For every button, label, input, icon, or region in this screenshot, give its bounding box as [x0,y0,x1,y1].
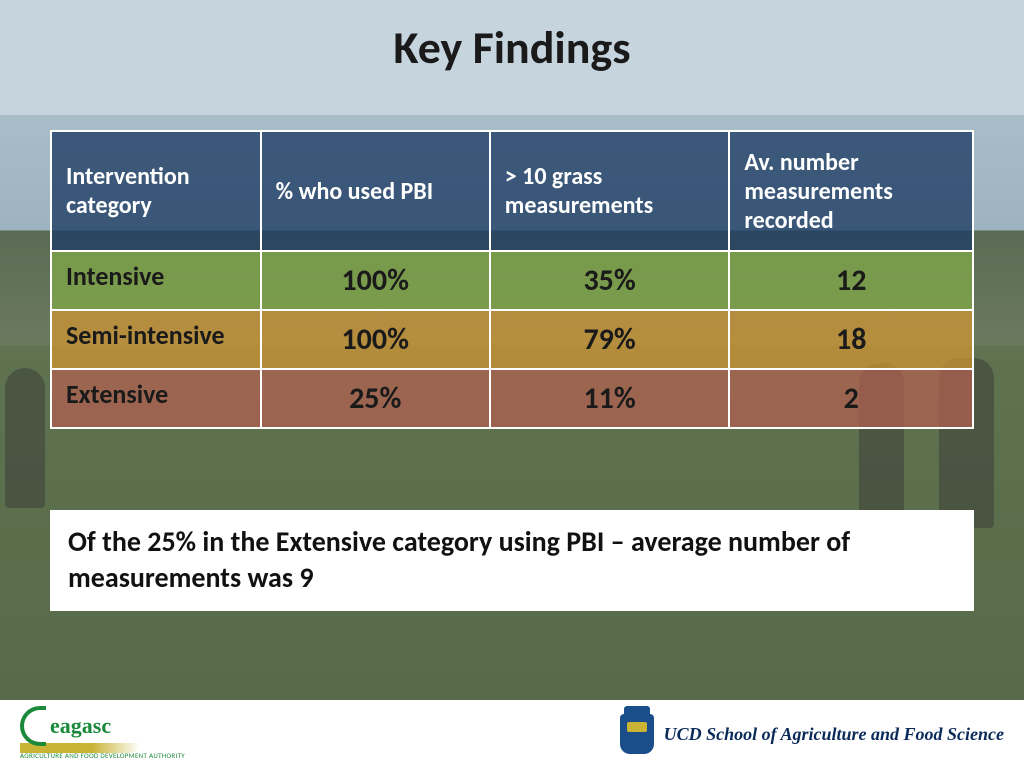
row-label: Intensive [51,251,261,310]
teagasc-arc-icon [20,706,46,746]
ucd-text: UCD School of Agriculture and Food Scien… [664,724,1004,745]
table-row: Intensive 100% 35% 12 [51,251,973,310]
slide: Key Findings Intervention category % who… [0,0,1024,768]
ucd-logo: UCD School of Agriculture and Food Scien… [620,714,1004,754]
teagasc-subtitle: AGRICULTURE AND FOOD DEVELOPMENT AUTHORI… [20,751,185,760]
row-label: Extensive [51,369,261,428]
teagasc-logo: eagasc AGRICULTURE AND FOOD DEVELOPMENT … [20,706,185,760]
cell-gt10: 35% [490,251,730,310]
bg-figure [5,368,45,508]
cell-gt10: 11% [490,369,730,428]
cell-pbi: 100% [261,251,490,310]
cell-pbi: 100% [261,310,490,369]
table-row: Extensive 25% 11% 2 [51,369,973,428]
col-header: % who used PBI [261,131,490,251]
table-header-row: Intervention category % who used PBI > 1… [51,131,973,251]
cell-gt10: 79% [490,310,730,369]
row-label: Semi-intensive [51,310,261,369]
cell-avg: 18 [729,310,973,369]
cell-pbi: 25% [261,369,490,428]
col-header: Intervention category [51,131,261,251]
teagasc-name: eagasc [50,713,111,739]
cell-avg: 2 [729,369,973,428]
ucd-shield-icon [620,714,654,754]
findings-table: Intervention category % who used PBI > 1… [50,130,974,429]
col-header: > 10 grass measurements [490,131,730,251]
table-row: Semi-intensive 100% 79% 18 [51,310,973,369]
slide-title: Key Findings [0,20,1024,76]
footer-bar: eagasc AGRICULTURE AND FOOD DEVELOPMENT … [0,700,1024,768]
col-header: Av. number measurements recorded [729,131,973,251]
cell-avg: 12 [729,251,973,310]
footnote-box: Of the 25% in the Extensive category usi… [50,510,974,611]
